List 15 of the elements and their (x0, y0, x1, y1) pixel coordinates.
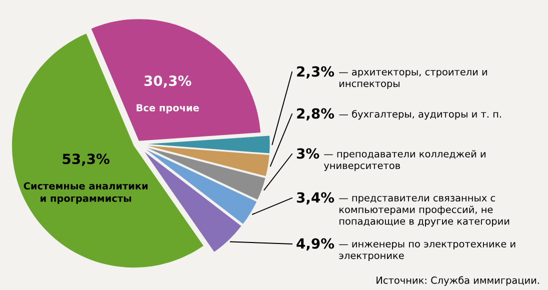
data-label: 30,3% (144, 76, 192, 88)
slice-label: — представители связанных с компьютерами профессий, не попадающие в другие категории (339, 196, 510, 227)
data-label: 2,8% (297, 108, 334, 121)
data-label: 53,3% (62, 154, 110, 166)
slice-label: — бухгалтеры, аудиторы и т. п. (339, 110, 501, 120)
slice-label: — архитекторы, строители и инспекторы (339, 70, 487, 90)
slice-label: — инженеры по электротехнике и электронике (339, 242, 516, 262)
slice-label: Системные аналитики и программисты (24, 182, 148, 204)
data-label: 4,9% (296, 238, 334, 251)
slice-label: — преподаватели колледжей и университетов (324, 150, 486, 172)
data-label: 3% (296, 148, 320, 159)
text: Источник: Служба иммиграции. (376, 276, 539, 286)
data-label: 3,4% (296, 192, 334, 205)
data-label: 2,3% (297, 66, 334, 79)
slice-label: Все прочие (136, 104, 199, 114)
